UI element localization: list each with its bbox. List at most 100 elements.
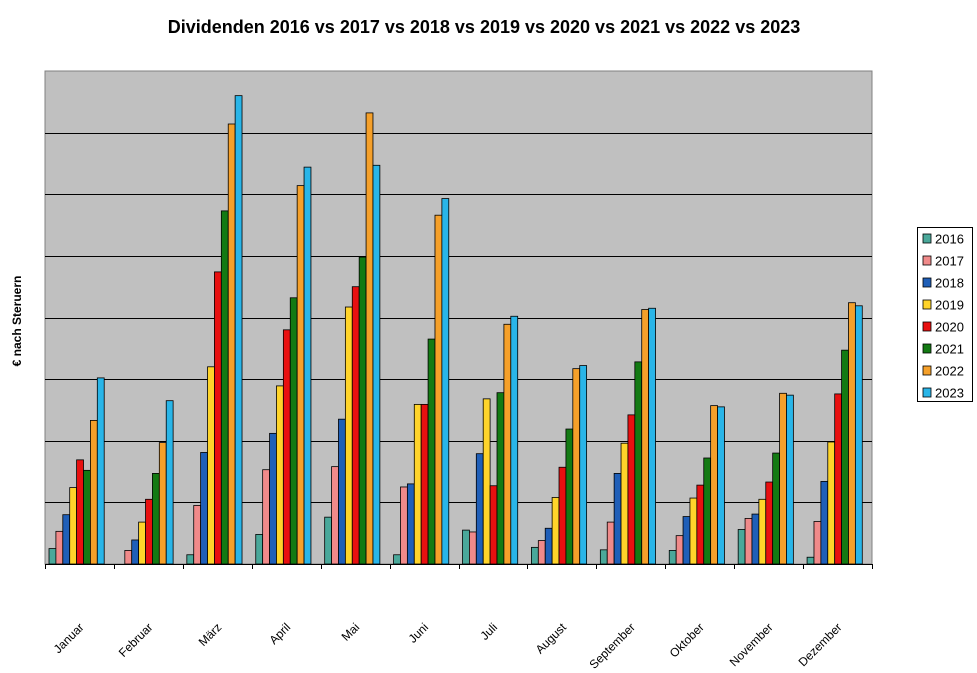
bar-2022-Juli xyxy=(503,323,512,565)
bar-2018-Juli xyxy=(475,453,484,565)
bar-2022-November xyxy=(779,392,787,565)
bar-2022-April xyxy=(296,185,305,565)
bar-2016-Oktober xyxy=(668,550,677,565)
bar-2017-Dezember xyxy=(813,521,822,565)
bar-2021-Dezember xyxy=(841,349,849,565)
bar-2021-August xyxy=(565,428,574,565)
bar-2019-November xyxy=(758,498,767,565)
bar-2020-Februar xyxy=(145,498,153,565)
bar-2016-Januar xyxy=(48,548,57,565)
x-tick-labels: Januar Februar März April Mai Juni Juli August S… xyxy=(51,620,845,672)
bar-2021-Oktober xyxy=(703,457,712,565)
legend-swatch-2021 xyxy=(922,343,932,354)
legend-swatch-2016 xyxy=(922,233,932,244)
bar-2023-Januar xyxy=(96,377,105,565)
plot-area xyxy=(44,70,873,565)
bar-2018-November xyxy=(751,513,760,565)
bar-2022-Februar xyxy=(158,442,167,565)
legend-label-2021: 2021 xyxy=(935,342,964,357)
bar-2023-August xyxy=(579,365,588,565)
bar-2022-September xyxy=(641,309,650,565)
bar-2021-Januar xyxy=(83,469,91,565)
x-tick-label: März xyxy=(196,620,225,649)
x-axis xyxy=(45,564,873,569)
bar-2019-September xyxy=(620,442,629,565)
bar-2023-Juni xyxy=(441,198,450,565)
bar-2019-Dezember xyxy=(827,441,836,565)
bar-2020-Juli xyxy=(489,485,498,565)
bar-2023-Februar xyxy=(165,400,174,565)
bar-2022-Januar xyxy=(90,420,98,565)
x-tick-label: April xyxy=(266,620,293,647)
chart-title: Dividenden 2016 vs 2017 vs 2018 vs 2019 … xyxy=(168,17,801,37)
bar-2018-Mai xyxy=(338,418,346,565)
bar-2016-November xyxy=(737,529,746,565)
bar-2018-Juni xyxy=(406,483,415,565)
bar-2019-August xyxy=(551,497,560,565)
x-tick-label: Januar xyxy=(51,620,87,656)
bar-2023-April xyxy=(303,166,312,565)
bar-2016-August xyxy=(531,546,539,565)
bar-2020-August xyxy=(558,466,567,565)
x-tick-label: Dezember xyxy=(796,620,845,669)
legend-label-2023: 2023 xyxy=(935,386,964,401)
legend-label-2019: 2019 xyxy=(935,298,964,313)
bar-2020-Dezember xyxy=(834,393,842,565)
bar-2022-März xyxy=(227,123,236,565)
bar-2022-Juni xyxy=(434,214,443,565)
bar-2020-Juni xyxy=(420,403,429,565)
bar-2018-Oktober xyxy=(682,516,691,565)
x-tick-label: Oktober xyxy=(667,620,707,660)
x-tick-label: September xyxy=(587,620,638,671)
bar-2020-März xyxy=(214,271,222,565)
bar-2017-Februar xyxy=(124,550,133,565)
legend-swatch-2022 xyxy=(922,365,932,376)
bar-2017-November xyxy=(744,518,753,565)
bar-2019-April xyxy=(276,385,284,565)
y-axis-label: € nach Steruern xyxy=(10,276,24,367)
bar-2023-Dezember xyxy=(854,305,863,565)
bar-2017-Oktober xyxy=(675,535,684,565)
bar-2020-November xyxy=(765,481,774,565)
bar-2020-September xyxy=(627,414,636,565)
bar-2020-Januar xyxy=(76,459,84,565)
bar-2016-Juni xyxy=(393,554,401,565)
gridlines xyxy=(45,133,872,503)
bar-2020-April xyxy=(282,329,291,565)
bar-2022-Dezember xyxy=(848,302,856,565)
bar-2022-Oktober xyxy=(710,405,718,565)
bar-2018-Januar xyxy=(62,514,71,565)
x-tick-label: Februar xyxy=(116,620,156,660)
legend-label-2022: 2022 xyxy=(935,364,964,379)
bar-2021-Mai xyxy=(358,256,367,565)
bar-2023-Juli xyxy=(510,315,519,565)
bar-2019-Februar xyxy=(138,521,146,565)
bar-2017-Mai xyxy=(331,466,339,565)
bar-2021-Juli xyxy=(496,392,505,565)
bar-2017-August xyxy=(537,540,546,565)
bar-2017-April xyxy=(262,469,270,565)
bar-2019-Oktober xyxy=(689,497,698,565)
bar-2016-März xyxy=(186,554,195,565)
bar-2023-Oktober xyxy=(717,406,725,565)
x-tick-label: November xyxy=(727,620,776,669)
legend-swatch-2019 xyxy=(922,299,932,310)
x-tick-label: Juli xyxy=(477,620,500,643)
bar-2018-April xyxy=(269,432,277,565)
x-tick-label: August xyxy=(533,620,570,657)
bar-2017-September xyxy=(606,521,615,565)
legend-label-2017: 2017 xyxy=(935,254,964,269)
bar-2019-März xyxy=(207,366,215,565)
bar-2021-Juni xyxy=(427,338,436,565)
bar-2023-November xyxy=(786,394,794,565)
bar-2017-März xyxy=(193,505,202,565)
bar-2019-Juli xyxy=(482,398,491,565)
bar-2016-Dezember xyxy=(806,556,815,565)
legend-swatch-2017 xyxy=(922,255,932,266)
legend: 2016 2017 2018 2019 2020 2021 2022 2023 xyxy=(917,227,973,402)
bar-2018-September xyxy=(613,473,622,565)
bar-2021-März xyxy=(220,210,229,565)
bar-2017-Juni xyxy=(400,486,408,565)
bar-2016-April xyxy=(255,534,264,565)
